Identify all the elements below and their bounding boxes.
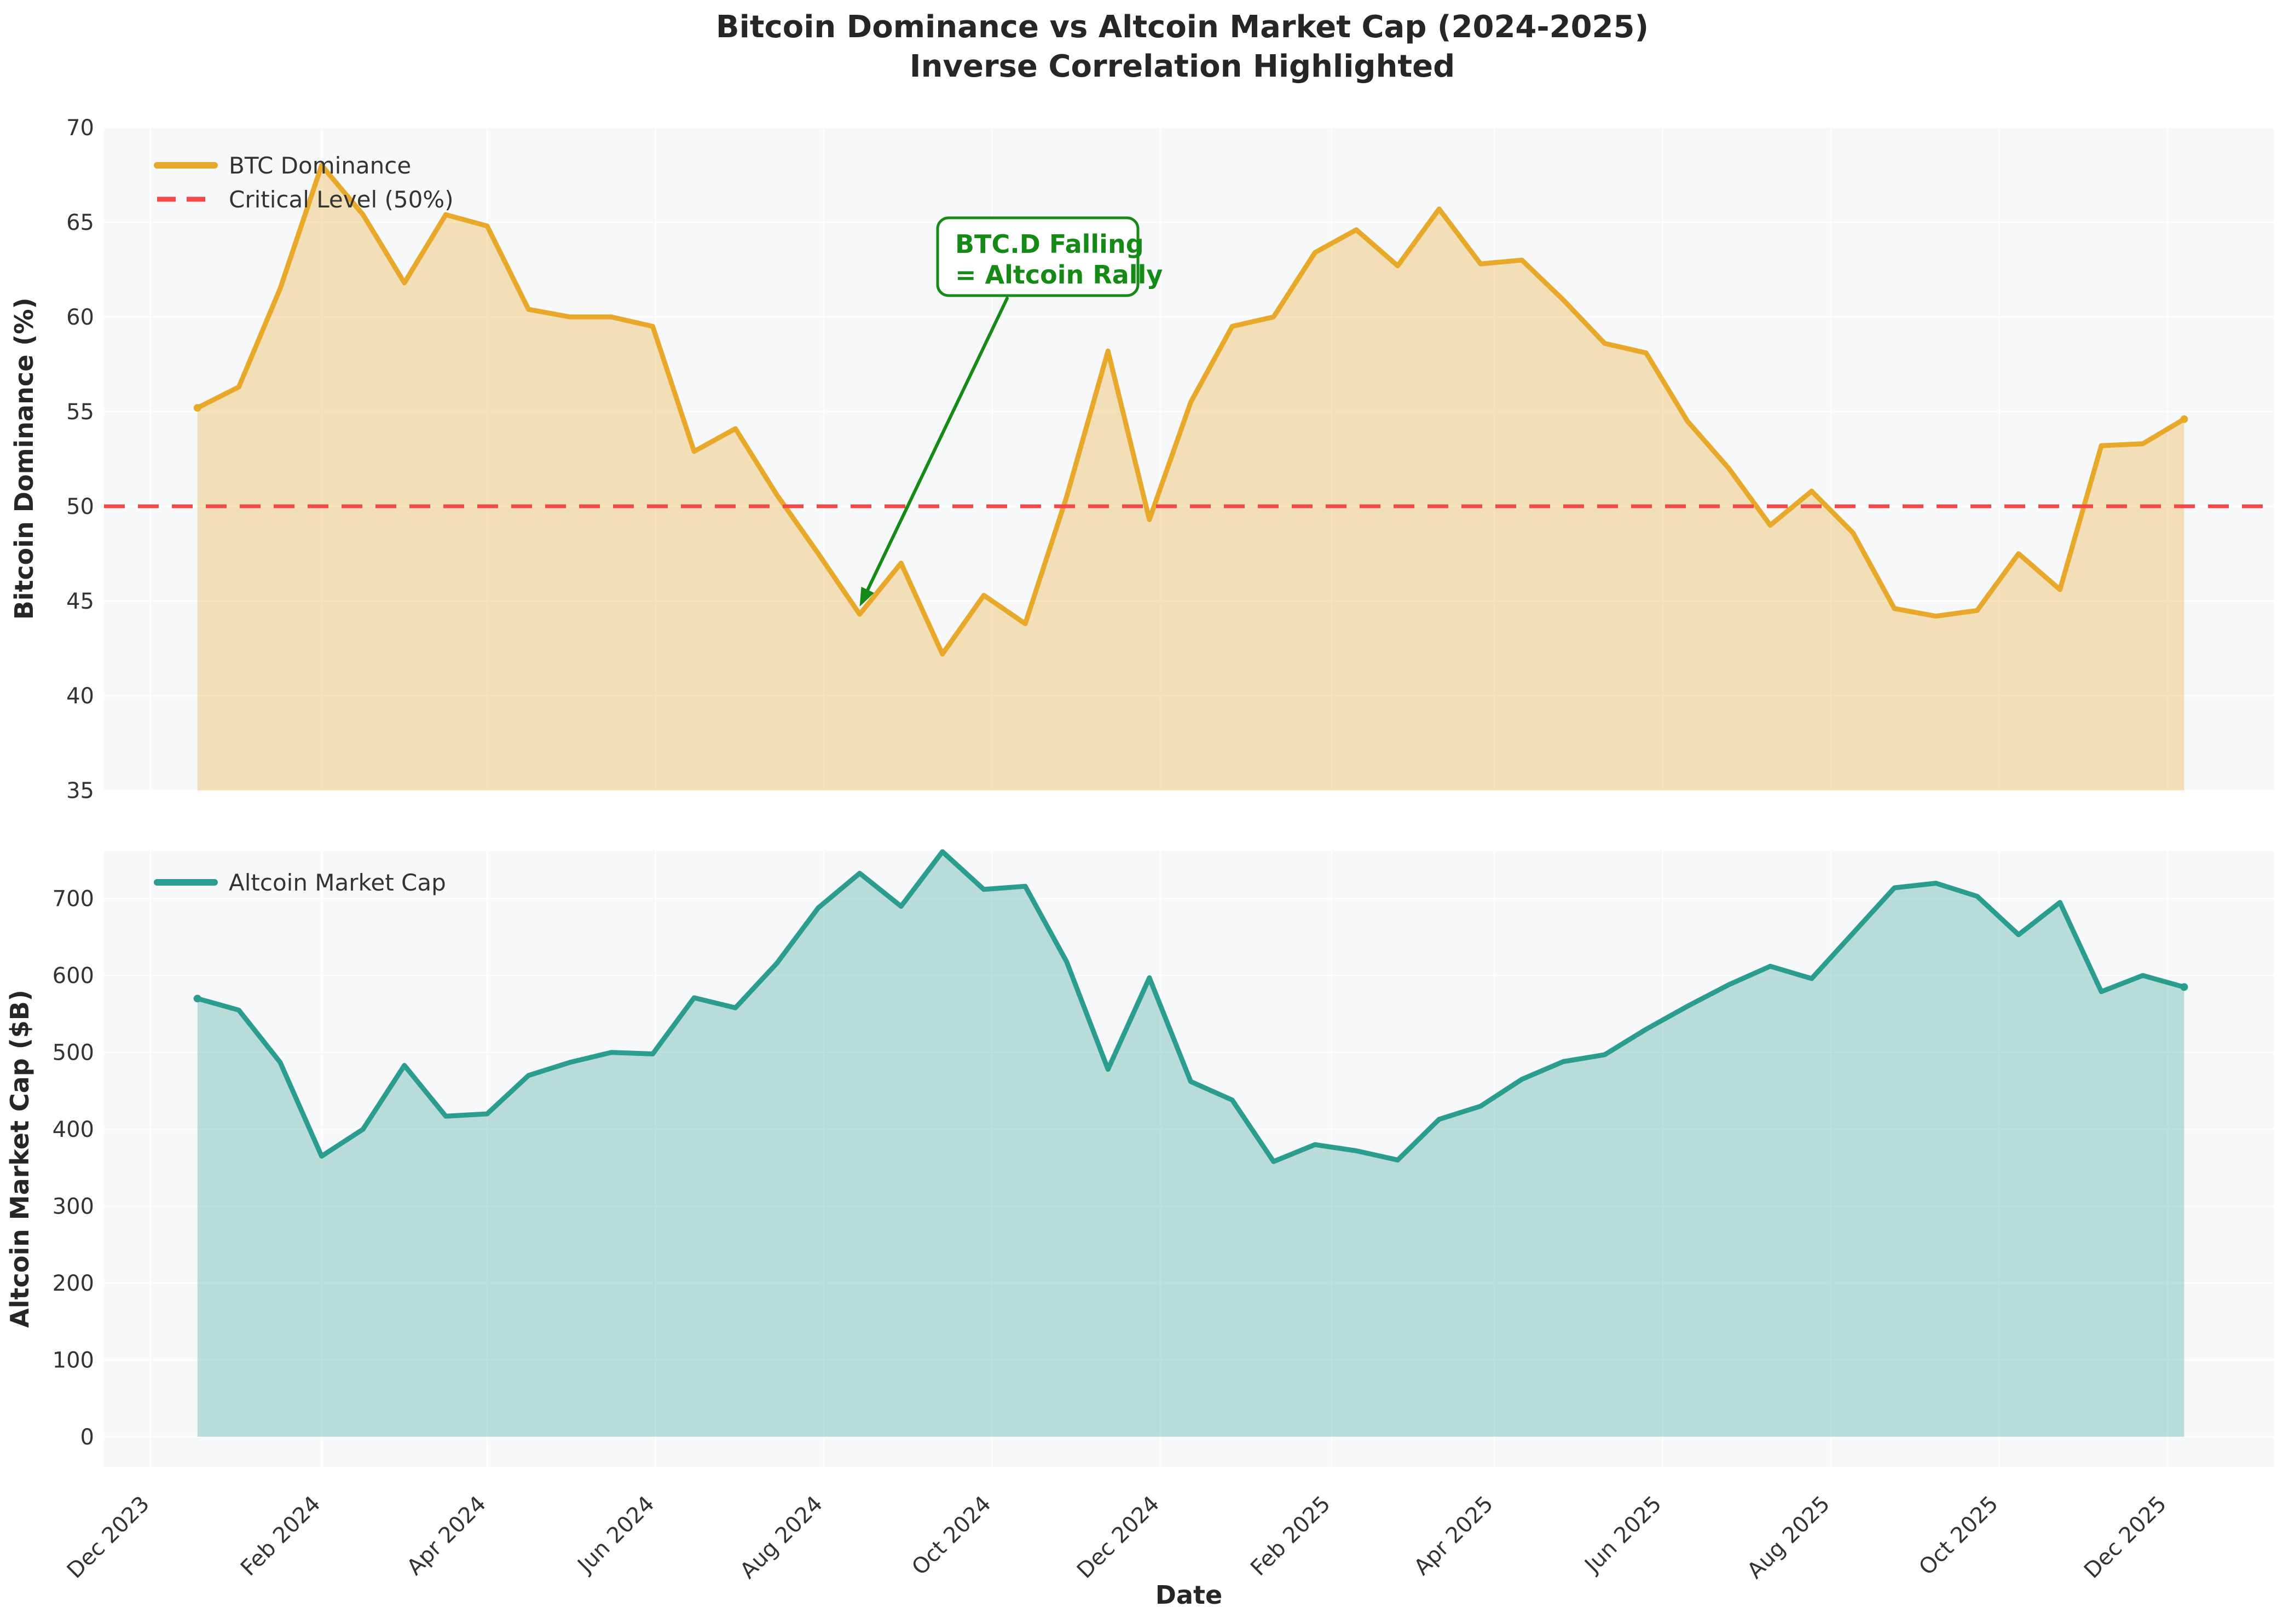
alt-legend: Altcoin Market Cap [154,869,446,896]
btc-y-tick: 70 [66,115,94,141]
x-tick: Dec 2023 [62,1492,154,1583]
annotation-text-line1: BTC.D Falling [955,229,1144,259]
btc-dominance-line [195,163,2187,657]
x-axis-title: Date [1155,1580,1222,1610]
alt-series-start-marker [193,995,201,1003]
figure-title-line2: Inverse Correlation Highlighted [910,49,1455,84]
alt-y-tick: 400 [53,1117,94,1142]
btc-y-tick: 55 [66,400,94,425]
alt-y-tick: 100 [53,1348,94,1373]
alt-y-tick: 600 [53,963,94,989]
btc-dominance-area [197,165,2184,791]
x-tick: Feb 2024 [236,1492,326,1581]
btc-y-tick: 50 [66,494,94,519]
x-tick: Feb 2025 [1246,1492,1336,1581]
annotation-arrowhead [859,586,874,607]
alt-y-tick: 300 [53,1194,94,1220]
annotation-arrow-line [866,297,1009,592]
annotation-box [936,216,1140,297]
btc-y-axis-title: Bitcoin Dominance (%) [9,298,39,620]
x-tick: Apr 2024 [402,1492,491,1580]
alt-y-tick: 200 [53,1271,94,1296]
x-tick: Aug 2025 [1742,1492,1835,1584]
btc-y-tick-labels: 35 40 45 50 55 60 65 70 [66,115,94,804]
btc-y-tick: 60 [66,305,94,330]
altcoin-legend-label: Altcoin Market Cap [229,869,446,896]
alt-y-tick-labels: 0 100 200 300 400 500 600 700 [53,887,94,1450]
x-tick: Oct 2024 [907,1492,996,1580]
btc-y-tick: 45 [66,589,94,614]
x-tick: Dec 2024 [1072,1492,1164,1583]
btc-series-start-marker [193,404,201,412]
alt-series-end-marker [2180,983,2188,991]
alt-y-tick: 500 [53,1041,94,1066]
alt-y-tick: 700 [53,887,94,912]
btc-axes-background [104,128,2274,790]
figure-title-line1: Bitcoin Dominance vs Altcoin Market Cap … [716,9,1649,45]
x-tick: Dec 2025 [2079,1492,2171,1583]
x-tick: Jun 2025 [1579,1492,1667,1579]
alt-y-axis-title: Altcoin Market Cap ($B) [5,990,34,1328]
alt-gridlines [104,851,2274,1467]
annotation-text-line2: = Altcoin Rally [955,260,1163,290]
btc-y-tick: 65 [66,210,94,235]
btc-y-tick: 40 [66,684,94,709]
annotation-group: BTC.D Falling = Altcoin Rally [859,216,1163,607]
x-tick: Apr 2025 [1409,1492,1498,1580]
btc-y-tick: 35 [66,778,94,804]
altcoin-marketcap-line [195,849,2187,1164]
btc-series-end-marker [2180,415,2188,423]
btc-legend: BTC Dominance Critical Level (50%) [154,152,454,213]
x-tick: Aug 2024 [735,1492,828,1584]
alt-axes-background [104,851,2274,1467]
btc-gridlines [104,126,2274,791]
critical-level-legend-label: Critical Level (50%) [229,186,454,213]
alt-y-tick: 0 [80,1425,94,1450]
x-tick: Oct 2025 [1914,1492,2003,1580]
x-tick-labels: Dec 2023 Feb 2024 Apr 2024 Jun 2024 Aug 2024… [62,1492,2171,1584]
btc-dominance-legend-label: BTC Dominance [229,152,411,179]
x-tick: Jun 2024 [572,1492,660,1579]
